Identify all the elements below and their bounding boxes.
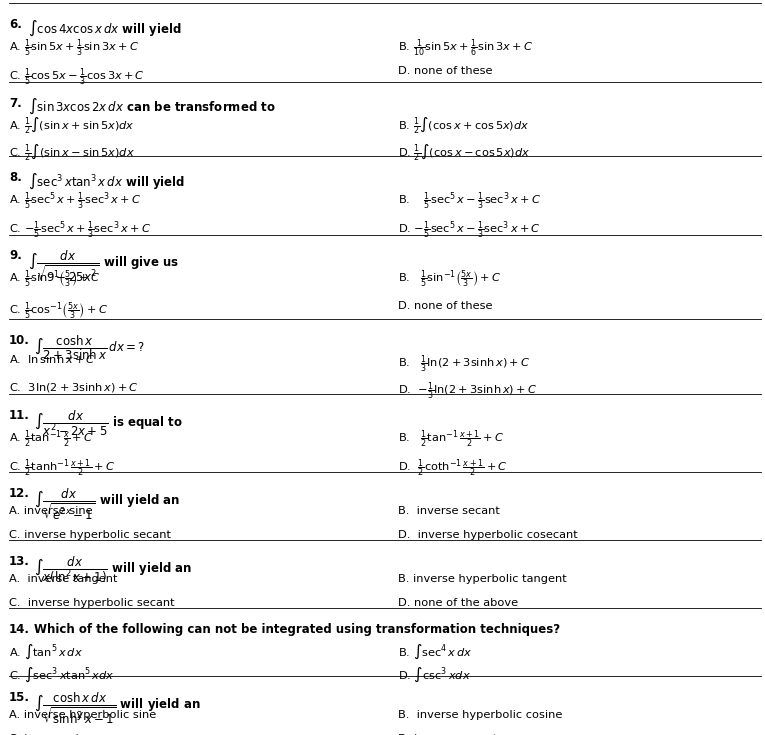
Text: D. inverse secant: D. inverse secant bbox=[398, 734, 497, 735]
Text: 12.: 12. bbox=[9, 487, 30, 501]
Text: 8.: 8. bbox=[9, 171, 22, 184]
Text: B.   $\frac{1}{2}\tan^{-1}\frac{x+1}{2} + C$: B. $\frac{1}{2}\tan^{-1}\frac{x+1}{2} + … bbox=[398, 429, 504, 450]
Text: A.  inverse tangent: A. inverse tangent bbox=[9, 574, 118, 584]
Text: 9.: 9. bbox=[9, 249, 22, 262]
Text: C. $-\frac{1}{5}\sec^5 x + \frac{1}{3}\sec^3 x + C$: C. $-\frac{1}{5}\sec^5 x + \frac{1}{3}\s… bbox=[9, 219, 151, 241]
Text: B. inverse hyperbolic tangent: B. inverse hyperbolic tangent bbox=[398, 574, 567, 584]
Text: B.   $\frac{1}{3}\ln(2 + 3\sinh x) + C$: B. $\frac{1}{3}\ln(2 + 3\sinh x) + C$ bbox=[398, 354, 530, 375]
Text: 6.: 6. bbox=[9, 18, 22, 32]
Text: B. $\int \sec^4 x\, dx$: B. $\int \sec^4 x\, dx$ bbox=[398, 642, 472, 661]
Text: D.  $\frac{1}{2}\coth^{-1}\frac{x+1}{2} + C$: D. $\frac{1}{2}\coth^{-1}\frac{x+1}{2} +… bbox=[398, 457, 508, 478]
Text: C. inverse sine: C. inverse sine bbox=[9, 734, 93, 735]
Text: A. $\frac{1}{5}\sec^5 x + \frac{1}{3}\sec^3 x + C$: A. $\frac{1}{5}\sec^5 x + \frac{1}{3}\se… bbox=[9, 190, 142, 212]
Text: D. none of the above: D. none of the above bbox=[398, 598, 518, 608]
Text: 14.: 14. bbox=[9, 623, 30, 637]
Text: C.  $3\ln(2 + 3\sinh x) + C$: C. $3\ln(2 + 3\sinh x) + C$ bbox=[9, 381, 138, 394]
Text: C. inverse hyperbolic secant: C. inverse hyperbolic secant bbox=[9, 530, 171, 540]
Text: $\int\dfrac{\cosh x\, dx}{\sqrt{\sinh^2 x - 1}}$ will yield an: $\int\dfrac{\cosh x\, dx}{\sqrt{\sinh^2 … bbox=[34, 692, 201, 726]
Text: B. $\frac{1}{10}\sin 5x + \frac{1}{6}\sin 3x + C$: B. $\frac{1}{10}\sin 5x + \frac{1}{6}\si… bbox=[398, 37, 533, 59]
Text: D.  $-\frac{1}{3}\ln(2 + 3\sinh x) + C$: D. $-\frac{1}{3}\ln(2 + 3\sinh x) + C$ bbox=[398, 381, 537, 402]
Text: B.  inverse hyperbolic cosine: B. inverse hyperbolic cosine bbox=[398, 710, 562, 720]
Text: B. $\frac{1}{2}\int(\cos x + \cos 5x)dx$: B. $\frac{1}{2}\int(\cos x + \cos 5x)dx$ bbox=[398, 115, 529, 136]
Text: C. $\frac{1}{5}\cos 5x - \frac{1}{3}\cos 3x + C$: C. $\frac{1}{5}\cos 5x - \frac{1}{3}\cos… bbox=[9, 66, 145, 87]
Text: C. $\frac{1}{2}\tanh^{-1}\frac{x+1}{2} + C$: C. $\frac{1}{2}\tanh^{-1}\frac{x+1}{2} +… bbox=[9, 457, 116, 478]
Text: $\int \sin 3x \cos 2x\, dx$ can be transformed to: $\int \sin 3x \cos 2x\, dx$ can be trans… bbox=[28, 96, 276, 116]
Text: $\int \sec^3 x \tan^3 x\, dx$ will yield: $\int \sec^3 x \tan^3 x\, dx$ will yield bbox=[28, 171, 186, 190]
Text: A. $\frac{1}{5}\sin^{-1}\!\left(\frac{5}{3}\right) + C$: A. $\frac{1}{5}\sin^{-1}\!\left(\frac{5}… bbox=[9, 268, 101, 290]
Text: A. $\frac{1}{2}\int(\sin x + \sin 5x)dx$: A. $\frac{1}{2}\int(\sin x + \sin 5x)dx$ bbox=[9, 115, 135, 136]
Text: D. $-\frac{1}{5}\sec^5 x - \frac{1}{3}\sec^3 x + C$: D. $-\frac{1}{5}\sec^5 x - \frac{1}{3}\s… bbox=[398, 219, 541, 241]
Text: B.    $\frac{1}{5}\sec^5 x - \frac{1}{3}\sec^3 x + C$: B. $\frac{1}{5}\sec^5 x - \frac{1}{3}\se… bbox=[398, 190, 541, 212]
Text: Which of the following can not be integrated using transformation techniques?: Which of the following can not be integr… bbox=[34, 623, 561, 637]
Text: $\int\dfrac{\cosh x}{2+3\sinh x}\,dx = ?$: $\int\dfrac{\cosh x}{2+3\sinh x}\,dx = ?… bbox=[34, 334, 145, 362]
Text: A.  $\ln\sinh x + C$: A. $\ln\sinh x + C$ bbox=[9, 354, 96, 365]
Text: 7.: 7. bbox=[9, 96, 22, 110]
Text: B.   $\frac{1}{5}\sin^{-1}\!\left(\frac{5x}{3}\right) + C$: B. $\frac{1}{5}\sin^{-1}\!\left(\frac{5x… bbox=[398, 268, 501, 290]
Text: D. none of these: D. none of these bbox=[398, 301, 493, 311]
Text: D. $\int \csc^3 x dx$: D. $\int \csc^3 x dx$ bbox=[398, 666, 470, 684]
Text: B.  inverse secant: B. inverse secant bbox=[398, 506, 500, 517]
Text: D. $\frac{1}{2}\int(\cos x - \cos 5x)dx$: D. $\frac{1}{2}\int(\cos x - \cos 5x)dx$ bbox=[398, 143, 530, 163]
Text: A. inverse hyperbolic sine: A. inverse hyperbolic sine bbox=[9, 710, 156, 720]
Text: A. inverse sine: A. inverse sine bbox=[9, 506, 93, 517]
Text: C. $\frac{1}{5}\cos^{-1}\!\left(\frac{5x}{3}\right) + C$: C. $\frac{1}{5}\cos^{-1}\!\left(\frac{5x… bbox=[9, 301, 109, 322]
Text: 11.: 11. bbox=[9, 409, 30, 422]
Text: C. $\int \sec^3 x \tan^5 x dx$: C. $\int \sec^3 x \tan^5 x dx$ bbox=[9, 666, 115, 684]
Text: A. $\frac{1}{2}\tan^{-1}\frac{x}{2} + C$: A. $\frac{1}{2}\tan^{-1}\frac{x}{2} + C$ bbox=[9, 429, 93, 450]
Text: C.  inverse hyperbolic secant: C. inverse hyperbolic secant bbox=[9, 598, 175, 608]
Text: A. $\frac{1}{5}\sin 5x + \frac{1}{3}\sin 3x + C$: A. $\frac{1}{5}\sin 5x + \frac{1}{3}\sin… bbox=[9, 37, 139, 59]
Text: 10.: 10. bbox=[9, 334, 30, 348]
Text: $\int\dfrac{dx}{\sqrt{9-25x^2}}$ will give us: $\int\dfrac{dx}{\sqrt{9-25x^2}}$ will gi… bbox=[28, 249, 180, 284]
Text: $\int\dfrac{dx}{x(\ln^2 x+1)}$ will yield an: $\int\dfrac{dx}{x(\ln^2 x+1)}$ will yiel… bbox=[34, 556, 193, 585]
Text: $\int\dfrac{dx}{\sqrt{e^{2x}-1}}$ will yield an: $\int\dfrac{dx}{\sqrt{e^{2x}-1}}$ will y… bbox=[34, 487, 181, 523]
Text: C. $\frac{1}{2}\int(\sin x - \sin 5x)dx$: C. $\frac{1}{2}\int(\sin x - \sin 5x)dx$ bbox=[9, 143, 135, 163]
Text: $\int\dfrac{dx}{x^2-2x+5}$ is equal to: $\int\dfrac{dx}{x^2-2x+5}$ is equal to bbox=[34, 409, 184, 438]
Text: 15.: 15. bbox=[9, 692, 30, 704]
Text: D. none of these: D. none of these bbox=[398, 66, 493, 76]
Text: $\int \cos 4x \cos x\, dx$ will yield: $\int \cos 4x \cos x\, dx$ will yield bbox=[28, 18, 182, 37]
Text: 13.: 13. bbox=[9, 556, 30, 568]
Text: D.  inverse hyperbolic cosecant: D. inverse hyperbolic cosecant bbox=[398, 530, 578, 540]
Text: A. $\int \tan^5 x\, dx$: A. $\int \tan^5 x\, dx$ bbox=[9, 642, 83, 661]
